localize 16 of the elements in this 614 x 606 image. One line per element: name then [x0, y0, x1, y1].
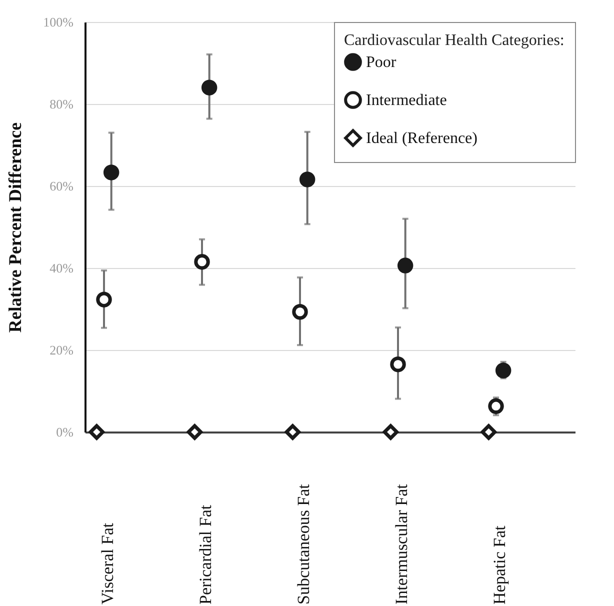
y-tick-label: 20% [50, 342, 74, 358]
legend-title: Cardiovascular Health Categories: [344, 32, 564, 49]
y-tick-label: 60% [50, 178, 74, 194]
y-tick-label: 80% [50, 96, 74, 112]
x-tick-label: Pericardial Fat [196, 504, 215, 604]
y-tick-label: 100% [43, 14, 74, 30]
x-tick-label: Hepatic Fat [490, 525, 509, 604]
y-tick-label: 0% [56, 424, 74, 440]
legend-label: Ideal (Reference) [366, 130, 478, 147]
y-tick-label: 40% [50, 260, 74, 276]
x-tick-label: Visceral Fat [98, 522, 117, 604]
y-axis-title: Relative Percent Difference [5, 122, 26, 333]
x-tick-label: Subcutaneous Fat [294, 484, 313, 604]
legend-label: Poor [366, 54, 397, 71]
legend-label: Intermediate [366, 92, 447, 109]
x-tick-label: Intermuscular Fat [392, 484, 411, 604]
